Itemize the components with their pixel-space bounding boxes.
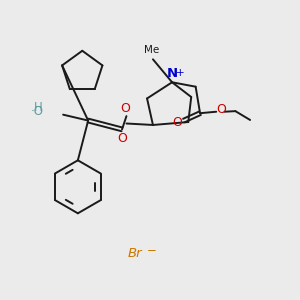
Text: ·O: ·O — [30, 105, 44, 118]
Text: N: N — [167, 67, 178, 80]
Text: +: + — [176, 68, 184, 78]
Text: Br: Br — [128, 247, 142, 260]
Text: Me: Me — [144, 45, 159, 55]
Text: H: H — [34, 101, 43, 114]
Text: −: − — [146, 244, 156, 257]
Text: O: O — [217, 103, 226, 116]
Text: O: O — [120, 102, 130, 115]
Text: O: O — [118, 132, 128, 145]
Text: O: O — [172, 116, 182, 128]
